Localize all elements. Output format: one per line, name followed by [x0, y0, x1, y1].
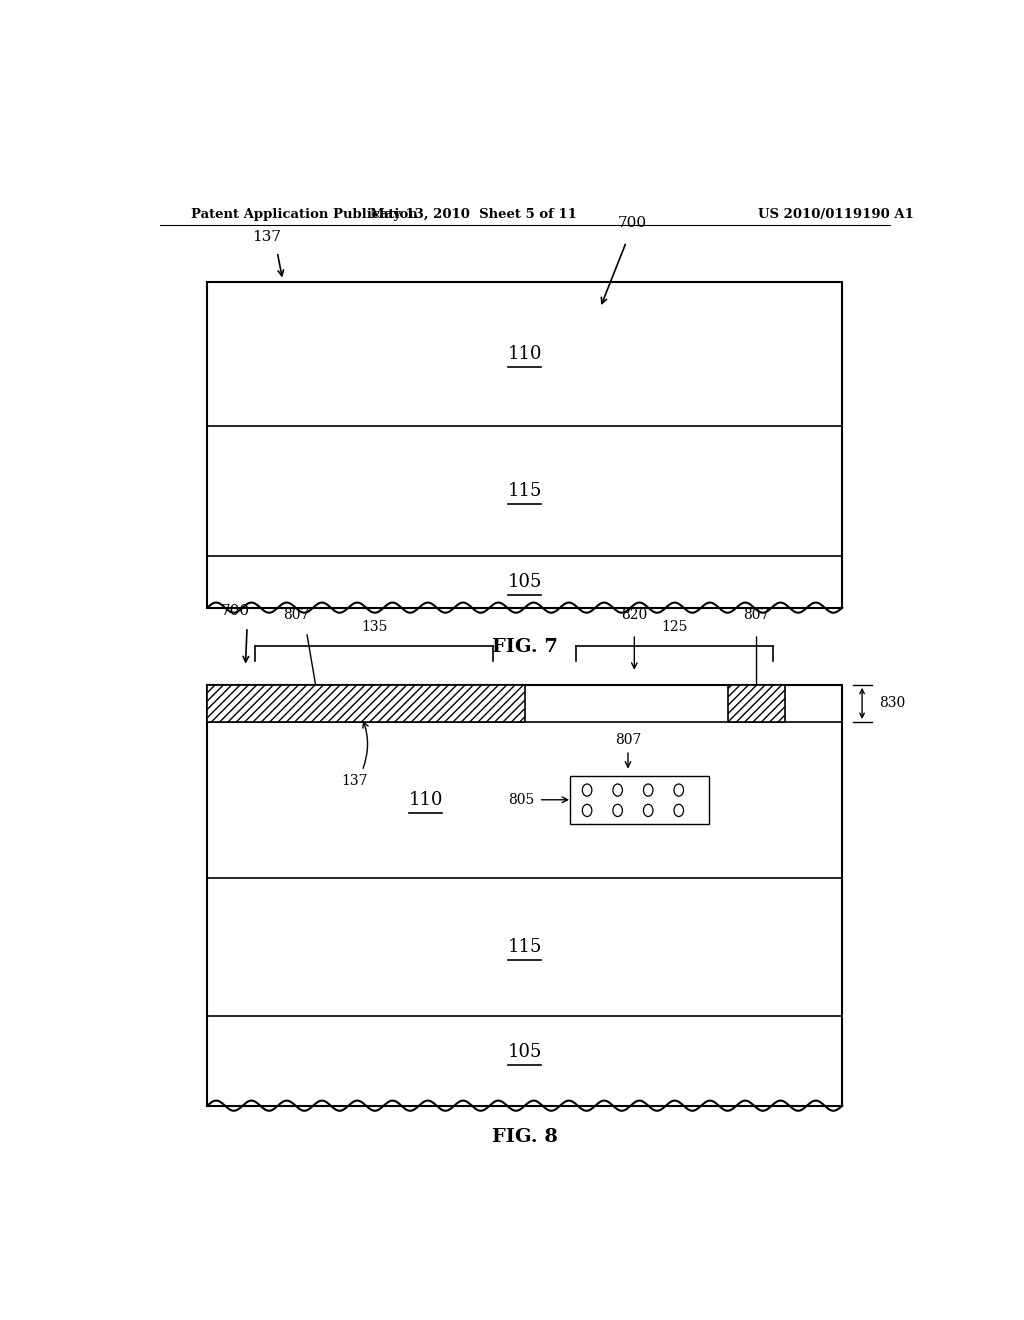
Text: 110: 110	[409, 791, 442, 809]
Text: 115: 115	[508, 482, 542, 499]
Text: 110: 110	[508, 345, 542, 363]
Text: May 13, 2010  Sheet 5 of 11: May 13, 2010 Sheet 5 of 11	[370, 207, 577, 220]
Bar	[728, 685, 785, 722]
Text: FIG. 7: FIG. 7	[492, 638, 558, 656]
Text: US 2010/0119190 A1: US 2010/0119190 A1	[758, 207, 913, 220]
Text: 805: 805	[509, 793, 535, 807]
Text: FIG. 8: FIG. 8	[492, 1129, 558, 1146]
Bar	[207, 685, 843, 1106]
Bar	[207, 685, 525, 722]
Text: 700: 700	[220, 603, 250, 618]
Text: Patent Application Publication: Patent Application Publication	[191, 207, 418, 220]
Text: 105: 105	[508, 1043, 542, 1061]
Text: 830: 830	[880, 697, 906, 710]
Text: 820: 820	[622, 609, 647, 622]
Text: 807: 807	[743, 609, 770, 622]
Bar	[207, 282, 843, 607]
Text: 137: 137	[252, 230, 282, 244]
Text: 807: 807	[283, 609, 309, 622]
Text: 115: 115	[508, 939, 542, 956]
Text: 700: 700	[617, 215, 646, 230]
Text: 807: 807	[614, 733, 641, 747]
Text: 137: 137	[341, 774, 368, 788]
Bar	[570, 776, 710, 824]
Text: 105: 105	[508, 573, 542, 590]
Text: 135: 135	[360, 620, 387, 634]
Text: 125: 125	[662, 620, 688, 634]
